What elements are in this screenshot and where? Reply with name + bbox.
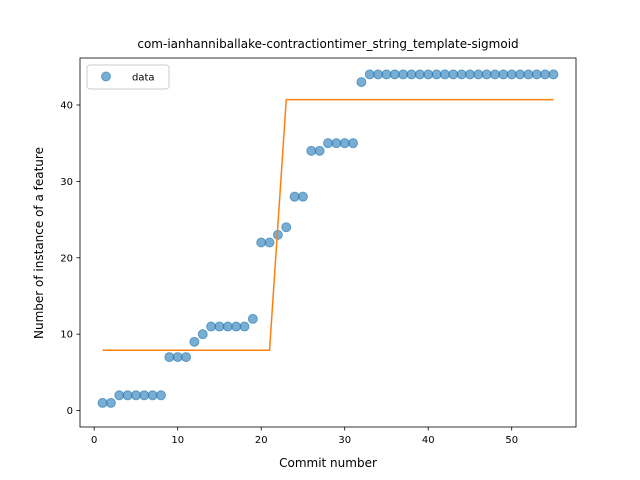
data-point bbox=[222, 321, 233, 332]
chart-title: com-ianhanniballake-contractiontimer_str… bbox=[137, 37, 518, 51]
plot-frame bbox=[79, 57, 577, 428]
data-point bbox=[147, 390, 158, 401]
data-point bbox=[398, 69, 409, 80]
fit-line bbox=[102, 98, 554, 351]
data-point bbox=[214, 321, 225, 332]
data-point bbox=[239, 321, 250, 332]
data-point bbox=[289, 191, 300, 202]
data-point bbox=[281, 222, 292, 233]
data-point bbox=[531, 69, 542, 80]
x-tick-label: 10 bbox=[171, 435, 184, 446]
data-point bbox=[306, 145, 317, 156]
data-point bbox=[339, 138, 350, 149]
data-point bbox=[189, 336, 200, 347]
data-point bbox=[373, 69, 384, 80]
data-point bbox=[364, 69, 375, 80]
data-point bbox=[264, 237, 275, 248]
y-tick-label: 10 bbox=[60, 330, 73, 341]
y-tick-label: 40 bbox=[60, 100, 73, 111]
data-point bbox=[256, 237, 267, 248]
legend-marker bbox=[101, 71, 111, 82]
data-point bbox=[389, 69, 400, 80]
data-point bbox=[540, 69, 551, 80]
data-point bbox=[481, 69, 492, 80]
x-tick-label: 50 bbox=[505, 435, 518, 446]
data-point bbox=[331, 138, 342, 149]
data-point bbox=[506, 69, 517, 80]
legend: data bbox=[86, 64, 170, 90]
data-point bbox=[448, 69, 459, 80]
data-point bbox=[464, 69, 475, 80]
data-point bbox=[297, 191, 308, 202]
data-point bbox=[155, 390, 166, 401]
data-point bbox=[431, 69, 442, 80]
data-point bbox=[456, 69, 467, 80]
data-point bbox=[423, 69, 434, 80]
y-tick-label: 0 bbox=[67, 406, 73, 417]
data-point bbox=[323, 138, 333, 149]
data-point bbox=[498, 69, 509, 80]
x-tick-label: 40 bbox=[422, 435, 435, 446]
data-point bbox=[139, 390, 150, 401]
data-point bbox=[197, 329, 208, 340]
data-point bbox=[105, 397, 116, 408]
legend-box bbox=[86, 64, 170, 90]
data-point bbox=[164, 352, 175, 363]
data-point bbox=[181, 352, 192, 363]
x-tick-label: 0 bbox=[91, 435, 97, 446]
legend-label-data: data bbox=[132, 73, 155, 84]
y-axis-title: Number of instance of a feature bbox=[32, 147, 46, 339]
x-axis-title: Commit number bbox=[279, 456, 377, 470]
data-point bbox=[523, 69, 534, 80]
plot-area: 0 10 20 30 40 50 0 10 20 30 40 bbox=[60, 57, 577, 446]
data-point bbox=[114, 390, 125, 401]
x-tick-label: 20 bbox=[255, 435, 268, 446]
data-point bbox=[348, 138, 359, 149]
y-tick-label: 30 bbox=[60, 177, 73, 188]
data-point bbox=[439, 69, 450, 80]
data-point bbox=[473, 69, 484, 80]
data-point bbox=[414, 69, 425, 80]
data-point bbox=[130, 390, 141, 401]
data-point bbox=[206, 321, 217, 332]
data-point bbox=[122, 390, 133, 401]
data-point bbox=[381, 69, 392, 80]
data-point bbox=[515, 69, 526, 80]
y-tick-label: 20 bbox=[60, 253, 73, 264]
data-point bbox=[314, 145, 325, 156]
x-tick-label: 30 bbox=[338, 435, 351, 446]
data-point bbox=[247, 313, 258, 324]
data-point bbox=[356, 77, 367, 88]
data-point bbox=[490, 69, 501, 80]
data-point bbox=[406, 69, 417, 80]
data-point bbox=[548, 69, 559, 80]
data-point bbox=[97, 397, 108, 408]
data-point bbox=[231, 321, 242, 332]
data-point bbox=[172, 352, 183, 363]
